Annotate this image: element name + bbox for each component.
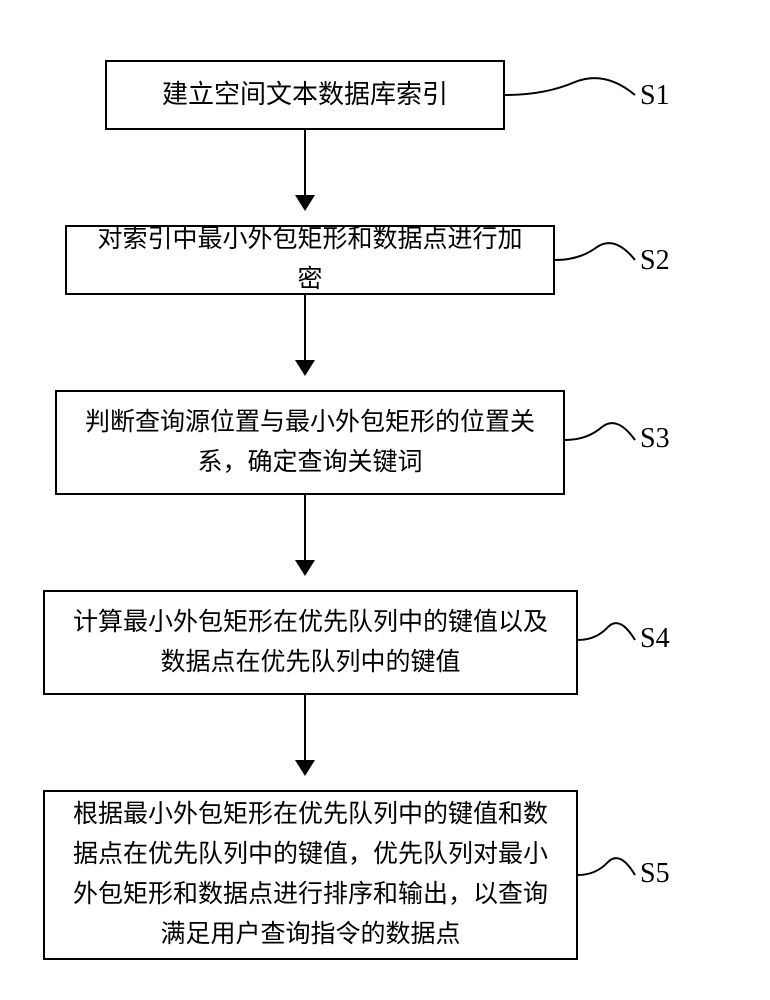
flowchart-node-s2: 对索引中最小外包矩形和数据点进行加密 (65, 225, 555, 295)
flowchart-node-s5: 根据最小外包矩形在优先队列中的键值和数 据点在优先队列中的键值，优先队列对最小 … (43, 790, 578, 960)
node-text: 计算最小外包矩形在优先队列中的键值以及 数据点在优先队列中的键值 (73, 603, 548, 683)
flowchart-arrow (304, 495, 306, 574)
step-label-s1: S1 (640, 80, 670, 112)
connector-curve-s2 (555, 235, 640, 285)
connector-curve-s4 (578, 615, 640, 665)
step-label-s4: S4 (640, 623, 670, 655)
node-text: 判断查询源位置与最小外包矩形的位置关 系，确定查询关键词 (85, 403, 535, 483)
step-label-s5: S5 (640, 858, 670, 890)
node-text: 建立空间文本数据库索引 (162, 74, 448, 116)
step-label-s2: S2 (640, 245, 670, 277)
step-label-s3: S3 (640, 423, 670, 455)
flowchart-arrow (304, 695, 306, 774)
node-text: 对索引中最小外包矩形和数据点进行加密 (87, 220, 533, 300)
flowchart-node-s4: 计算最小外包矩形在优先队列中的键值以及 数据点在优先队列中的键值 (43, 590, 578, 695)
flowchart-node-s1: 建立空间文本数据库索引 (105, 60, 505, 130)
flowchart-arrow (304, 130, 306, 209)
connector-curve-s1 (505, 70, 640, 120)
connector-curve-s3 (565, 415, 640, 465)
connector-curve-s5 (578, 850, 640, 900)
flowchart-arrow (304, 295, 306, 374)
node-text: 根据最小外包矩形在优先队列中的键值和数 据点在优先队列中的键值，优先队列对最小 … (73, 795, 548, 955)
flowchart-container: 建立空间文本数据库索引 S1 对索引中最小外包矩形和数据点进行加密 S2 判断查… (0, 0, 770, 1000)
flowchart-node-s3: 判断查询源位置与最小外包矩形的位置关 系，确定查询关键词 (55, 390, 565, 495)
